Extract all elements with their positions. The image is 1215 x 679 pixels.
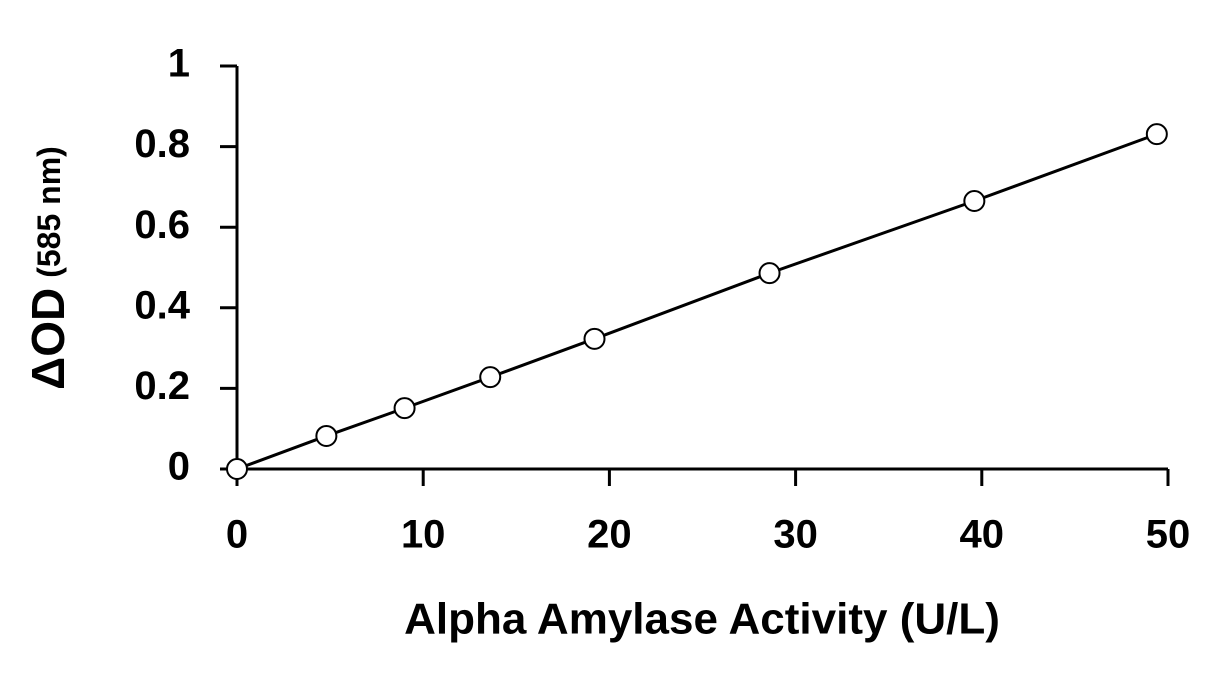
x-tick-label: 0 — [226, 513, 248, 557]
y-axis-title-main: ΔOD — [22, 288, 74, 390]
data-point — [226, 458, 248, 480]
y-tick-label: 0 — [168, 445, 190, 489]
x-tick-label: 20 — [587, 513, 632, 557]
y-axis-title: ΔOD (585 nm) — [22, 146, 74, 390]
x-axis-title: Alpha Amylase Activity (U/L) — [404, 595, 1000, 644]
x-tick-label: 10 — [401, 513, 446, 557]
data-point — [583, 327, 606, 350]
y-tick-label: 0.2 — [134, 364, 190, 408]
x-tick-label: 40 — [960, 513, 1005, 557]
x-tick-label: 50 — [1146, 513, 1191, 557]
data-point — [1145, 123, 1168, 146]
y-tick-label: 0.4 — [134, 283, 190, 327]
data-point — [315, 424, 338, 447]
y-tick-label: 0.6 — [134, 203, 190, 247]
data-point — [393, 397, 416, 420]
x-tick-label: 30 — [773, 513, 818, 557]
y-tick-label: 0.8 — [134, 122, 190, 166]
y-tick-label: 1 — [168, 42, 190, 86]
y-axis-title-unit: (585 nm) — [31, 146, 67, 278]
trend-line — [236, 132, 1158, 471]
data-point — [963, 190, 986, 213]
data-point — [758, 262, 781, 285]
data-point — [479, 366, 502, 389]
